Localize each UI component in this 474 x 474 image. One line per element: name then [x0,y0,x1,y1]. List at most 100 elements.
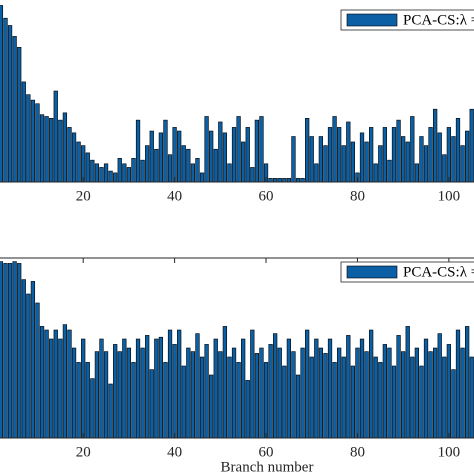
bar [433,108,438,183]
bar [62,324,68,439]
bar [195,333,200,439]
bar [44,329,49,439]
bar [140,159,145,183]
bar [277,178,282,183]
x-tick-label: 20 [76,444,91,460]
bar [295,178,301,183]
bar [39,326,45,439]
bar [158,336,164,439]
bar [81,145,86,183]
bar [300,347,305,439]
bar [131,362,136,439]
bar [391,365,397,439]
bar [231,347,237,439]
bar [3,17,8,183]
bar [373,163,378,183]
bar [67,127,72,183]
bar [17,47,22,183]
bar [419,136,424,183]
bar [323,145,328,183]
bar [12,261,17,439]
bar [250,329,255,439]
x-axis-label: Branch number [221,459,314,474]
bar [227,163,232,183]
bar [291,136,296,183]
bar [364,141,369,183]
x-tick-label: 80 [350,188,365,204]
bar [451,136,456,183]
bar [350,141,356,183]
bar [423,145,429,183]
bar [140,347,145,439]
bar [451,369,456,439]
bar [126,167,132,183]
bar [131,158,136,183]
bar [0,261,4,439]
bar [410,356,415,439]
bar [350,365,356,439]
bar [167,154,173,183]
bar [113,344,118,439]
bar [145,335,150,439]
legend-label: PCA-CS:λ = [403,12,474,28]
bar [117,158,122,183]
bar [26,94,31,183]
bar [309,356,314,439]
legend-swatch [346,265,398,279]
bar [218,351,223,439]
bar [21,279,26,439]
bar [35,302,40,439]
bar [401,136,406,183]
bar [259,347,264,439]
bar [190,163,196,183]
bar [49,338,54,439]
bar [99,338,104,439]
bar [314,338,319,439]
bar [17,263,22,439]
bar [181,365,186,439]
bar [163,119,168,183]
bar [359,338,365,439]
bar [282,365,287,439]
bar [327,127,333,183]
bar [195,158,200,183]
bar [414,163,419,183]
bar [231,127,237,183]
bar [245,127,250,183]
bar [428,351,433,439]
bar [364,351,369,439]
bar [3,263,8,439]
bar [465,130,470,183]
bar [455,329,461,439]
bar [433,347,438,439]
bar [172,127,177,183]
bar [12,36,17,183]
bar [291,351,296,439]
bar [446,127,451,183]
bar [209,374,214,439]
bar [149,130,154,183]
bar [236,362,241,439]
bar [241,338,246,439]
bar [122,338,127,439]
bar [177,130,182,183]
bar [49,118,54,183]
bar [341,145,346,183]
bar [268,344,273,439]
bar [437,333,442,439]
bar [103,163,109,183]
bar [300,178,305,183]
bar [163,362,168,439]
bar [213,338,218,439]
bar [410,116,415,183]
bar [94,163,100,183]
bar [378,362,383,439]
bar [67,329,72,439]
bar [396,119,401,183]
bar [263,362,269,439]
bar [81,338,86,439]
bar [369,329,374,439]
bar [341,356,346,439]
bar [58,338,63,439]
bar [7,25,13,183]
